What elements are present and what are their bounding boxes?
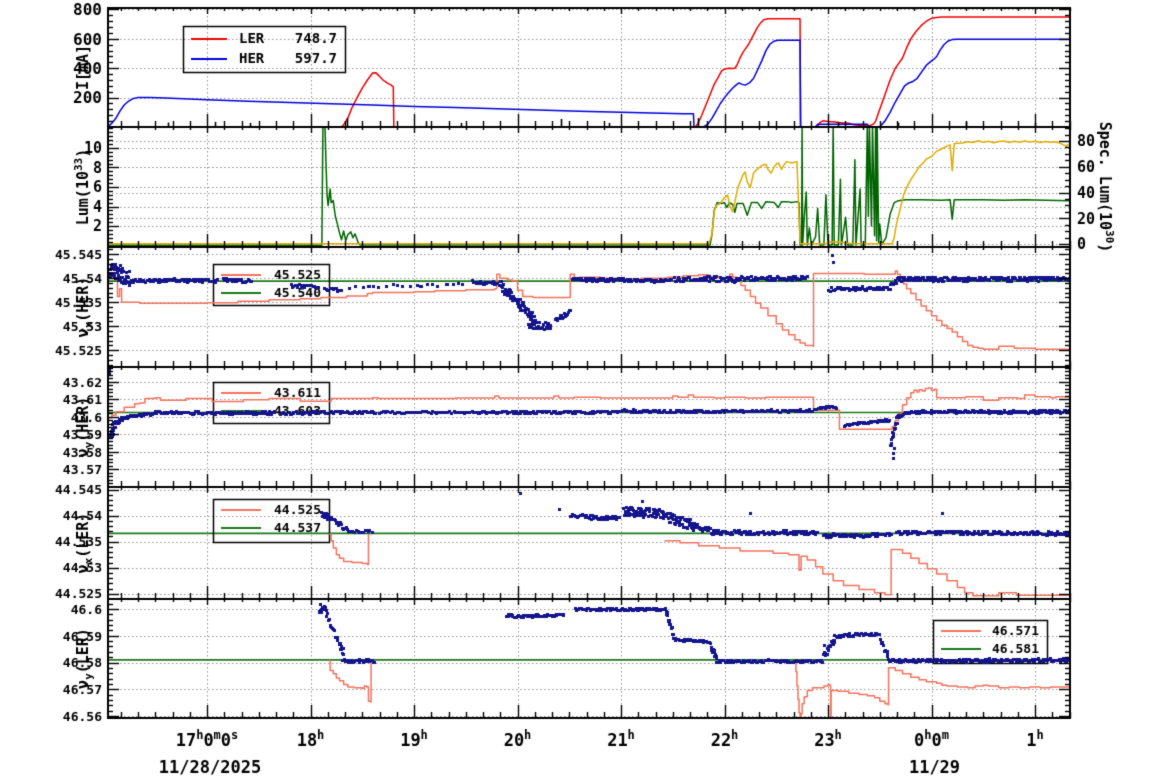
beam-tune-history-chart xyxy=(0,0,1154,782)
tune-history-screen xyxy=(0,0,1154,782)
